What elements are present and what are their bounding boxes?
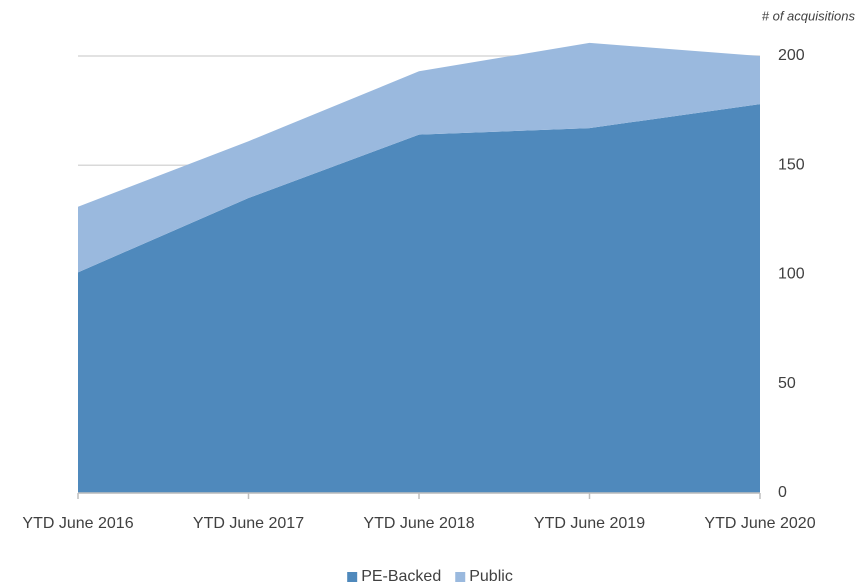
x-tick-label: YTD June 2019 <box>534 515 645 532</box>
y-tick-label: 100 <box>778 266 805 283</box>
x-tick-label: YTD June 2018 <box>363 515 474 532</box>
y-tick-label: 50 <box>778 375 796 392</box>
legend-label: PE-Backed <box>361 568 441 585</box>
x-tick-label: YTD June 2017 <box>193 515 304 532</box>
y-tick-label: 0 <box>778 484 787 501</box>
y-tick-label: 200 <box>778 47 805 64</box>
legend-label: Public <box>469 568 513 585</box>
y-tick-label: 150 <box>778 156 805 173</box>
x-tick-label: YTD June 2020 <box>704 515 815 532</box>
axis-label: # of acquisitions <box>762 8 856 23</box>
legend-swatch <box>347 572 358 582</box>
legend: PE-Backed Public <box>347 568 513 585</box>
area <box>78 104 760 493</box>
area <box>78 42 760 273</box>
x-tick-label: YTD June 2016 <box>22 515 133 532</box>
legend-swatch <box>455 572 466 582</box>
